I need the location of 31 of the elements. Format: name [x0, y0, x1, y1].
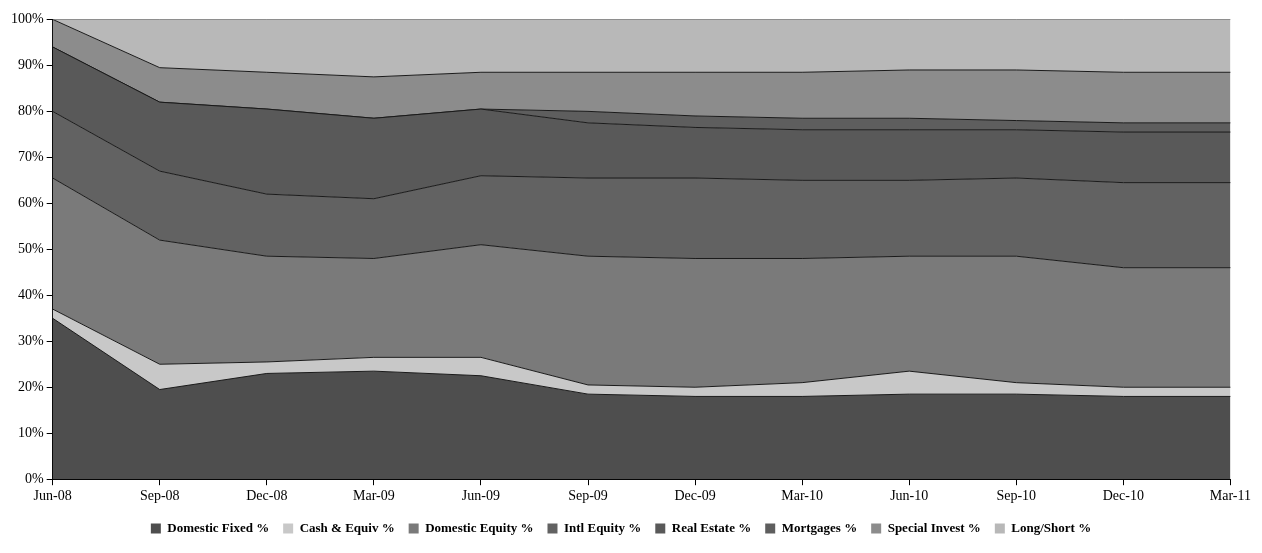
y-tick-label: 40% [17, 286, 44, 302]
x-tick-label: Mar-10 [781, 488, 823, 504]
legend-label: Domestic Fixed % [167, 519, 270, 535]
y-tick-label: 60% [17, 194, 44, 210]
y-tick-label: 30% [17, 332, 44, 348]
x-tick-label: Dec-09 [674, 488, 716, 504]
legend-label: Special Invest % [887, 519, 981, 535]
y-tick-label: 0% [24, 470, 44, 486]
y-tick-label: 10% [17, 424, 44, 440]
x-tick-label: Dec-08 [246, 488, 288, 504]
x-tick-label: Mar-09 [353, 488, 395, 504]
x-tick-label: Sep-09 [568, 488, 608, 504]
y-tick-label: 20% [17, 378, 44, 394]
y-tick-label: 70% [17, 149, 44, 165]
x-tick-label: Dec-10 [1102, 488, 1144, 504]
x-tick-label: Sep-08 [139, 488, 180, 504]
legend-label: Domestic Equity % [425, 519, 534, 535]
legend-label: Intl Equity % [563, 519, 642, 535]
legend-label: Long/Short % [1011, 519, 1092, 535]
legend-label: Cash & Equiv % [299, 519, 395, 535]
y-tick-label: 80% [17, 103, 44, 119]
x-tick-label: Sep-10 [996, 488, 1037, 504]
y-tick-label: 90% [17, 57, 44, 73]
x-tick-label: Jun-08 [33, 488, 72, 504]
y-tick-label: 50% [17, 240, 44, 256]
x-tick-label: Jun-10 [890, 488, 929, 504]
legend-label: Mortgages % [781, 519, 858, 535]
y-tick-label: 100% [10, 11, 44, 27]
x-tick-label: Mar-11 [1209, 488, 1251, 504]
legend-label: Real Estate % [671, 519, 752, 535]
x-tick-label: Jun-09 [461, 488, 500, 504]
